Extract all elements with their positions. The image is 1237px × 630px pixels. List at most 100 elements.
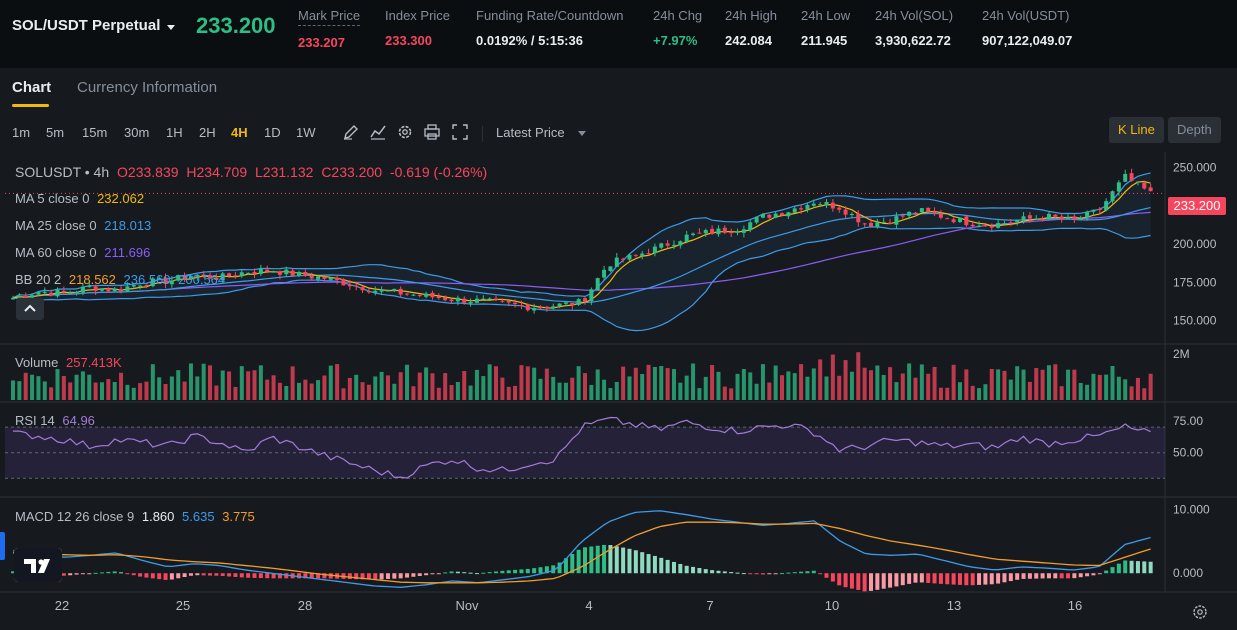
x-tick-label: 22 [55, 598, 69, 613]
timeframe-4h[interactable]: 4H [231, 125, 248, 140]
timeframe-5m[interactable]: 5m [46, 125, 65, 140]
macd-histogram-bar [945, 573, 950, 585]
volume-bar [780, 375, 785, 400]
volume-bar [252, 370, 257, 400]
candle-body [786, 212, 791, 217]
candle-body [646, 253, 651, 255]
chevron-down-icon[interactable] [167, 25, 175, 30]
fullscreen-icon[interactable] [451, 123, 469, 141]
price-source-select[interactable]: Latest Price [496, 125, 565, 140]
candle-body [271, 271, 276, 273]
volume-bar [926, 373, 931, 400]
candle-body [811, 203, 816, 206]
side-handle[interactable] [0, 532, 5, 560]
timeframe-1h[interactable]: 1H [166, 125, 183, 140]
macd-histogram-bar [112, 571, 117, 574]
symbol-selector[interactable]: SOL/USDT Perpetual [12, 17, 161, 34]
volume-bar [417, 372, 422, 400]
macd-histogram-bar [328, 573, 333, 579]
volume-bar [195, 376, 200, 400]
rsi-value: 64.96 [62, 413, 95, 428]
timeframe-1w[interactable]: 1W [296, 125, 316, 140]
candle-body [411, 294, 416, 296]
macd-histogram-bar [297, 573, 301, 579]
macd-histogram-bar [436, 573, 441, 575]
depth-button[interactable]: Depth [1168, 117, 1221, 143]
volume-bar [646, 364, 651, 400]
candle-body [805, 204, 810, 210]
volume-bar [881, 374, 886, 400]
candle-body [481, 298, 486, 300]
settings-icon[interactable] [396, 123, 414, 141]
timeframe-2h[interactable]: 2H [199, 125, 216, 140]
candle-body [665, 243, 670, 246]
ma25-value: 218.013 [104, 218, 152, 233]
volume-bar [284, 385, 289, 400]
candle-body [1008, 222, 1013, 224]
chevron-down-icon[interactable] [578, 131, 586, 136]
macd-tick-label: 10.000 [1173, 502, 1210, 516]
volume-bar [1046, 365, 1051, 400]
volume-bar [30, 374, 35, 400]
macd-histogram-bar [551, 565, 556, 574]
macd-histogram-bar [926, 573, 931, 583]
timeframe-15m[interactable]: 15m [82, 125, 108, 140]
macd-histogram-bar [843, 573, 848, 588]
volume-bar [608, 388, 613, 400]
macd-histogram-bar [818, 573, 823, 575]
candle-body [443, 297, 448, 301]
rsi-label: RSI 14 [15, 413, 55, 428]
macd-histogram-bar [1129, 560, 1134, 574]
macd-histogram-bar [538, 567, 543, 574]
stat-label[interactable]: Mark Price [298, 8, 361, 26]
macd-histogram-bar [703, 569, 708, 574]
macd-histogram-bar [1034, 573, 1039, 579]
legend-change: -0.619 (-0.26%) [389, 164, 488, 180]
pen-icon[interactable] [342, 123, 360, 141]
candle-body [42, 291, 47, 293]
macd-histogram-bar [411, 573, 416, 577]
stat-label: Funding Rate/Countdown [476, 8, 624, 23]
bollinger-band-fill [13, 172, 1151, 331]
chart-settings-icon[interactable] [1192, 604, 1208, 620]
volume-bar [824, 376, 829, 400]
macd-histogram-bar [424, 573, 429, 576]
ticker-bar: SOL/USDT Perpetual 233.200 Mark Price 23… [0, 0, 1237, 62]
print-icon[interactable] [423, 123, 441, 141]
macd-histogram-bar [1116, 563, 1121, 574]
tab-currency-information[interactable]: Currency Information [77, 79, 218, 96]
kline-chart[interactable]: 250.000225.000200.000175.000150.0002M75.… [0, 152, 1237, 630]
kline-button[interactable]: K Line [1109, 117, 1164, 143]
macd-histogram-bar [1110, 567, 1115, 574]
candle-body [989, 226, 994, 228]
collapse-legend-button[interactable] [16, 298, 44, 320]
macd-histogram-bar [61, 573, 66, 576]
timeframe-1m[interactable]: 1m [12, 125, 31, 140]
candle-body [284, 269, 289, 275]
candle-body [341, 279, 346, 286]
volume-bar [322, 375, 327, 400]
macd-histogram-bar [830, 573, 835, 582]
candle-body [68, 292, 73, 294]
timeframe-30m[interactable]: 30m [124, 125, 150, 140]
candle-body [430, 292, 435, 298]
macd-histogram-bar [557, 562, 562, 574]
volume-bar [188, 363, 193, 400]
timeframe-1d[interactable]: 1D [264, 125, 281, 140]
stat-value: 0.0192% / 5:15:36 [476, 33, 583, 48]
macd-histogram-bar [354, 573, 359, 580]
volume-bar [652, 366, 657, 400]
stat-label: 24h Vol(SOL) [875, 8, 954, 23]
macd-histogram-bar [1002, 573, 1007, 583]
macd-histogram-bar [570, 554, 575, 574]
candle-body [398, 288, 403, 295]
indicator-icon[interactable] [369, 123, 387, 141]
macd-histogram-bar [303, 573, 308, 579]
candle-body [1091, 209, 1096, 212]
macd-histogram-bar [678, 563, 683, 574]
macd-histogram-bar [697, 568, 702, 574]
tradingview-logo [14, 548, 62, 582]
candle-body [767, 214, 772, 218]
volume-bar [500, 377, 505, 400]
tab-chart[interactable]: Chart [12, 79, 52, 96]
